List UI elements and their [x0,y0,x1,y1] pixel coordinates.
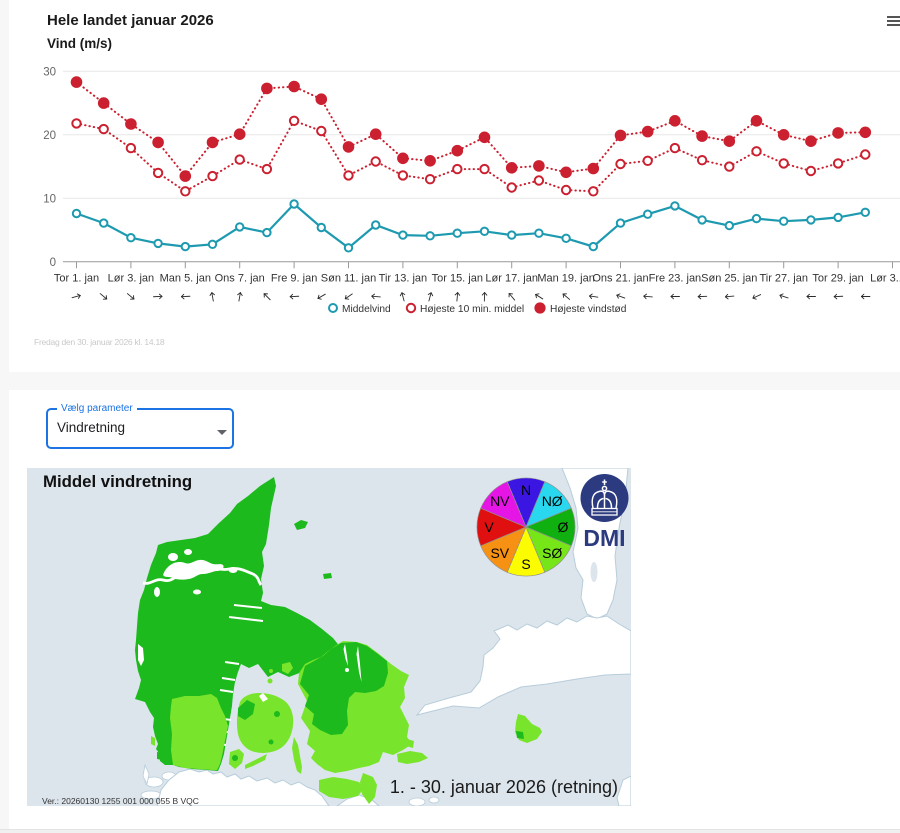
svg-text:20: 20 [43,130,56,142]
svg-text:SV: SV [490,545,509,561]
svg-text:0: 0 [50,257,56,269]
svg-text:Ø: Ø [558,519,569,535]
svg-text:Man 19. jan: Man 19. jan [537,273,594,285]
svg-text:SØ: SØ [542,545,562,561]
svg-text:30: 30 [43,66,56,78]
svg-text:S: S [521,556,530,572]
svg-text:Ons 21. jan: Ons 21. jan [592,273,648,285]
svg-text:1. - 30. januar 2026 (retning): 1. - 30. januar 2026 (retning) [390,777,618,797]
svg-text:Højeste 10 min. middel: Højeste 10 min. middel [420,304,524,315]
svg-text:Lør 3. jan: Lør 3. jan [108,273,154,285]
svg-text:Søn 25. jan: Søn 25. jan [701,273,757,285]
svg-text:NØ: NØ [542,493,563,509]
svg-text:Ver.: 20260130 1255 001 000 05: Ver.: 20260130 1255 001 000 055 B VQC [42,796,199,806]
svg-text:Ons 7. jan: Ons 7. jan [215,273,265,285]
svg-text:Søn 11. jan: Søn 11. jan [321,273,376,285]
svg-text:Tir 13. jan: Tir 13. jan [379,273,428,285]
svg-text:V: V [484,519,494,535]
svg-text:DMI: DMI [583,525,625,551]
svg-text:Tor 29. jan: Tor 29. jan [812,273,863,285]
svg-text:Højeste vindstød: Højeste vindstød [550,304,627,315]
svg-text:Fre 23. jan: Fre 23. jan [649,273,702,285]
svg-text:N: N [521,482,531,498]
svg-text:Man 5. jan: Man 5. jan [160,273,211,285]
svg-text:Tor 15. jan: Tor 15. jan [432,273,483,285]
svg-text:Lør 17. jan: Lør 17. jan [485,273,538,285]
svg-text:NV: NV [490,493,510,509]
svg-text:Lør 3...: Lør 3... [870,273,900,285]
svg-text:Tor 1. jan: Tor 1. jan [54,273,99,285]
svg-text:10: 10 [43,193,56,205]
svg-text:Fre 9. jan: Fre 9. jan [271,273,317,285]
svg-text:Tir 27. jan: Tir 27. jan [759,273,808,285]
svg-text:Middel vindretning: Middel vindretning [43,472,192,491]
svg-text:Middelvind: Middelvind [342,304,391,315]
